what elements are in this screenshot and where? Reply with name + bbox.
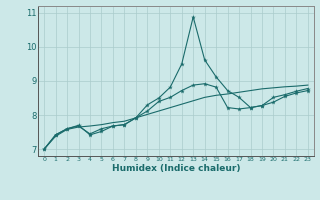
X-axis label: Humidex (Indice chaleur): Humidex (Indice chaleur) xyxy=(112,164,240,173)
